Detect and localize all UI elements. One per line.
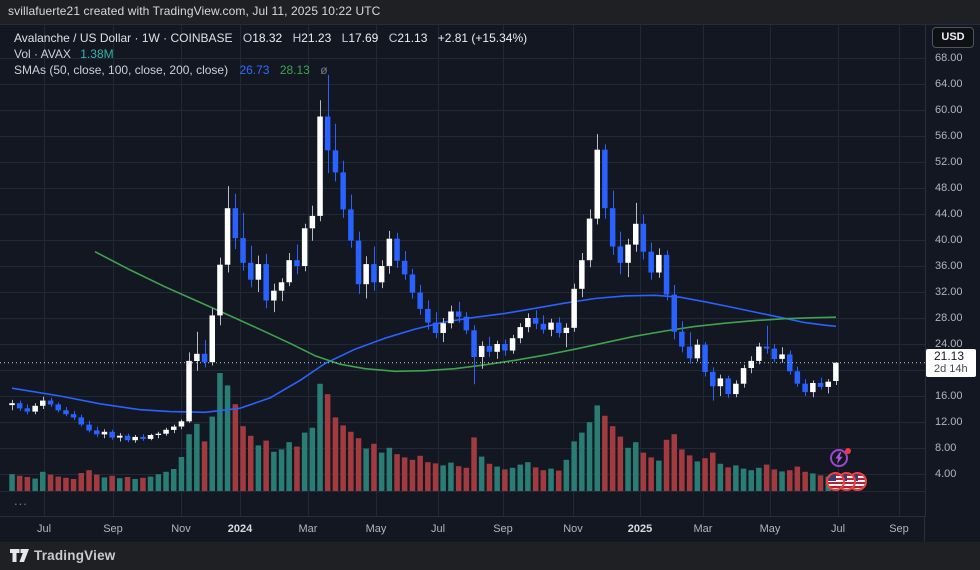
time-tick-label: Jul xyxy=(36,523,52,535)
last-price-value: 21.13 xyxy=(934,348,965,363)
time-tick-label: Mar xyxy=(693,523,713,535)
open-label: O xyxy=(242,31,253,45)
price-tick-label: 12.00 xyxy=(935,416,963,428)
price-tick-label: 52.00 xyxy=(935,156,963,168)
time-tick-label: May xyxy=(365,523,387,535)
volume-legend-row: Vol · AVAX 1.38M xyxy=(14,46,527,62)
time-scale[interactable]: Jul Sep Nov 2024 Mar May Jul Sep Nov 2025 Mar May Ju… xyxy=(0,516,980,543)
sma-label: SMAs (50, close, 100, close, 200, close) xyxy=(14,63,229,77)
price-tick-label: 64.00 xyxy=(935,78,963,90)
high-label: H xyxy=(292,31,302,45)
scale-corner-separator xyxy=(924,517,925,543)
attribution-text: svillafuerte21 created with TradingView.… xyxy=(8,4,381,18)
close-label: C xyxy=(388,31,398,45)
price-tick-label: 40.00 xyxy=(935,234,963,246)
tradingview-brand-text: TradingView xyxy=(34,548,116,563)
time-tick-label: Sep xyxy=(493,523,513,535)
legend-more-button[interactable]: ... xyxy=(14,493,28,508)
symbol-title: Avalanche / US Dollar · 1W · COINBASE xyxy=(14,31,233,45)
time-tick-label: Nov xyxy=(563,523,583,535)
tradingview-logo-icon xyxy=(10,549,29,562)
low-label: L xyxy=(341,31,349,45)
sma-legend-row: SMAs (50, close, 100, close, 200, close)… xyxy=(14,62,527,78)
change-value: +2.81 (+15.34%) xyxy=(437,31,528,45)
notification-dot xyxy=(845,448,851,454)
currency-toggle-button[interactable]: USD xyxy=(932,27,974,48)
price-tick-label: 16.00 xyxy=(935,390,963,402)
attribution-bar: svillafuerte21 created with TradingView.… xyxy=(0,0,980,24)
time-tick-label: 2024 xyxy=(227,523,253,535)
price-tick-label: 44.00 xyxy=(935,208,963,220)
chart-legend: Avalanche / US Dollar · 1W · COINBASE O1… xyxy=(14,30,527,78)
price-tick-label: 24.00 xyxy=(935,338,963,350)
price-tick-label: 60.00 xyxy=(935,104,963,116)
price-tick-label: 36.00 xyxy=(935,260,963,272)
price-tick-label: 8.00 xyxy=(935,442,957,454)
lightning-streak-icon[interactable] xyxy=(829,448,851,470)
time-tick-label: Sep xyxy=(889,523,909,535)
high-value: 21.23 xyxy=(301,31,332,45)
candlestick-chart[interactable] xyxy=(0,25,925,517)
time-tick-label: Nov xyxy=(171,523,191,535)
sma-50-line xyxy=(11,294,837,414)
time-tick-label: 2025 xyxy=(627,523,653,535)
lightning-bolt-icon xyxy=(835,452,843,464)
last-price-label: 21.13 2d 14h xyxy=(926,348,976,377)
time-tick-label: May xyxy=(759,523,781,535)
open-value: 18.32 xyxy=(252,31,283,45)
sma100-value: 28.13 xyxy=(279,63,310,77)
sma-100-line xyxy=(94,250,837,373)
volume-bars xyxy=(9,373,839,491)
time-tick-label: Sep xyxy=(103,523,123,535)
bar-countdown: 2d 14h xyxy=(934,362,968,375)
time-tick-label: Jul xyxy=(430,523,446,535)
price-tick-label: 68.00 xyxy=(935,52,963,64)
volume-label: Vol · AVAX xyxy=(14,47,71,61)
brand-bar: TradingView xyxy=(0,542,980,570)
candles xyxy=(9,74,839,443)
streak-ring xyxy=(830,449,848,467)
low-value: 17.69 xyxy=(348,31,379,45)
close-value: 21.13 xyxy=(397,31,428,45)
sma200-empty-value: ø xyxy=(320,63,328,77)
grid-lines xyxy=(0,25,925,517)
time-tick-label: Jul xyxy=(830,523,846,535)
price-tick-label: 4.00 xyxy=(935,468,957,480)
volume-value: 1.38M xyxy=(80,47,114,61)
us-flag-icon xyxy=(826,472,845,491)
price-scale[interactable]: USD 68.00 64.00 60.00 56.00 52.00 48.00 44.00 4… xyxy=(925,25,980,517)
price-tick-label: 28.00 xyxy=(935,312,963,324)
symbol-legend-row: Avalanche / US Dollar · 1W · COINBASE O1… xyxy=(14,30,527,46)
price-tick-label: 48.00 xyxy=(935,182,963,194)
chart-pane[interactable]: Avalanche / US Dollar · 1W · COINBASE O1… xyxy=(0,24,980,517)
price-tick-label: 56.00 xyxy=(935,130,963,142)
time-tick-label: Mar xyxy=(298,523,318,535)
sma50-value: 26.73 xyxy=(239,63,270,77)
price-tick-label: 32.00 xyxy=(935,286,963,298)
